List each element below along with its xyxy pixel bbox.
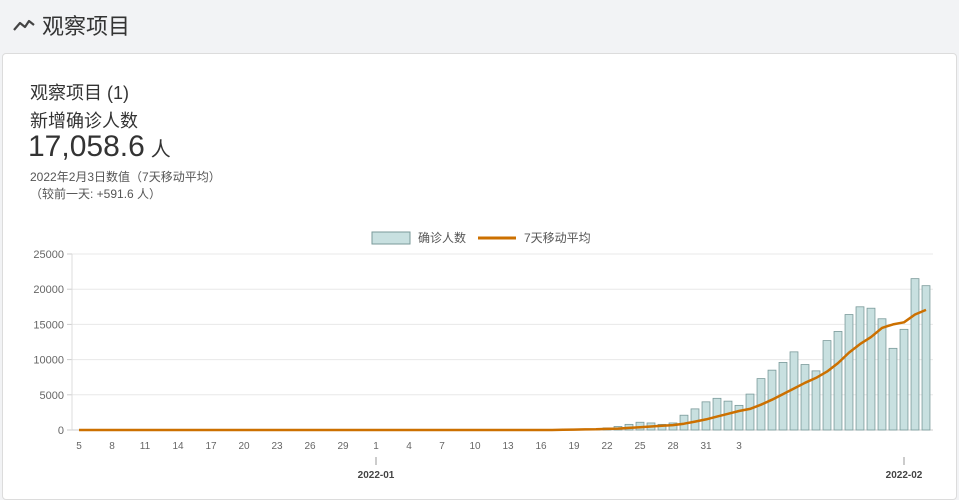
x-tick-label: 4 (406, 441, 412, 452)
month-label: 2022-02 (886, 470, 923, 481)
metric-title: 新增确诊人数 (30, 111, 138, 131)
metric-change-note: （较前一天: +591.6 人） (30, 187, 162, 201)
bar (734, 404, 744, 431)
x-tick-label: 14 (172, 441, 184, 452)
x-tick-label: 29 (337, 441, 349, 452)
x-tick-label: 20 (238, 441, 250, 452)
bar (833, 331, 843, 431)
x-tick-label: 3 (736, 441, 742, 452)
bar (877, 318, 887, 431)
x-tick-label: 10 (469, 441, 481, 452)
y-tick-label: 5000 (40, 390, 64, 402)
x-tick-label: 8 (109, 441, 115, 452)
bar (855, 306, 865, 431)
bar (866, 307, 876, 431)
x-tick-label: 7 (439, 441, 445, 452)
bar (745, 393, 755, 431)
bar (921, 285, 931, 431)
bar (701, 401, 711, 431)
metric-value: 17,058.6 (28, 130, 145, 163)
legend-swatch-bars (371, 231, 411, 245)
page-title: 观察项目 (42, 14, 131, 39)
bar (910, 278, 920, 431)
card-title: 观察项目 (1) (30, 83, 129, 103)
metric-value-row: 17,058.6 人 (28, 130, 171, 164)
bar (690, 408, 700, 431)
x-tick-label: 13 (502, 441, 514, 452)
bar (888, 347, 898, 431)
bar (822, 340, 832, 431)
legend-label-bars: 确诊人数 (418, 230, 466, 245)
x-tick-label: 11 (140, 441, 151, 452)
x-tick-label: 25 (634, 441, 646, 452)
x-tick-label: 1 (373, 441, 379, 452)
x-tick-label: 23 (271, 441, 283, 452)
bar (811, 370, 821, 431)
x-tick-label: 22 (601, 441, 613, 452)
y-tick-label: 10000 (33, 355, 64, 367)
y-tick-label: 25000 (33, 249, 64, 261)
x-tick-label: 19 (568, 441, 580, 452)
x-tick-label: 5 (76, 441, 82, 452)
x-tick-label: 28 (667, 441, 679, 452)
x-tick-label: 26 (304, 441, 316, 452)
x-tick-label: 31 (700, 441, 712, 452)
x-tick-label: 17 (205, 441, 217, 452)
y-tick-label: 0 (58, 425, 64, 437)
legend-label-line: 7天移动平均 (524, 231, 591, 245)
y-tick-label: 20000 (33, 284, 64, 296)
bar (800, 364, 810, 431)
top-bar: 观察项目 (0, 0, 959, 50)
trend-line-icon (13, 19, 35, 31)
bar (712, 397, 722, 431)
series-line-7day-average (79, 308, 927, 432)
y-tick-label: 15000 (33, 319, 64, 331)
month-label: 2022-01 (358, 470, 395, 481)
metric-date-note: 2022年2月3日数值（7天移动平均） (30, 170, 221, 184)
metric-unit: 人 (150, 139, 171, 161)
bar (899, 328, 909, 431)
bar (844, 314, 854, 431)
x-tick-label: 16 (535, 441, 547, 452)
